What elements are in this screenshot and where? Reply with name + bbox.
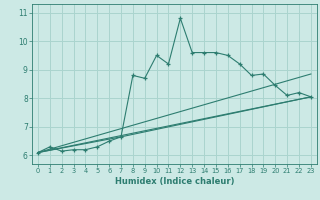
X-axis label: Humidex (Indice chaleur): Humidex (Indice chaleur) (115, 177, 234, 186)
